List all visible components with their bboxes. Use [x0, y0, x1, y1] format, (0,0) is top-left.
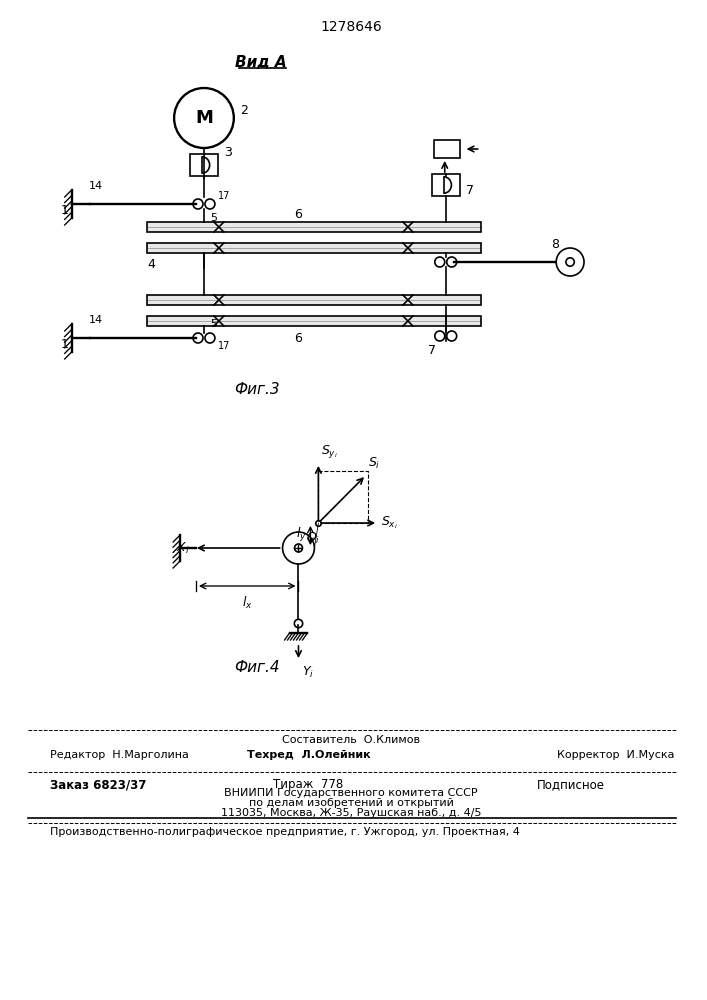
Text: 8: 8 [551, 237, 559, 250]
Text: $Y_i$: $Y_i$ [303, 665, 315, 680]
Text: Заказ 6823/37: Заказ 6823/37 [49, 778, 146, 791]
Text: $S_i$: $S_i$ [368, 456, 380, 471]
Text: 7: 7 [466, 184, 474, 196]
Text: 1: 1 [61, 204, 69, 217]
Text: 14: 14 [88, 315, 103, 325]
Text: $O_i$: $O_i$ [306, 531, 320, 546]
Text: 6: 6 [295, 208, 303, 221]
Text: по делам изобретений и открытий: по делам изобретений и открытий [249, 798, 454, 808]
Circle shape [566, 258, 574, 266]
Text: Фиг.4: Фиг.4 [234, 660, 279, 675]
Text: $X_i$: $X_i$ [175, 540, 189, 556]
Bar [147, 295, 481, 305]
Text: 6: 6 [295, 332, 303, 344]
Text: $S_{y_i}$: $S_{y_i}$ [322, 443, 338, 460]
Text: 2: 2 [240, 104, 247, 116]
Bar [434, 140, 460, 158]
Text: Техред  Л.Олейник: Техред Л.Олейник [247, 750, 370, 760]
Text: 1278646: 1278646 [320, 20, 382, 34]
Text: 3: 3 [224, 146, 232, 159]
Text: $l_y$: $l_y$ [296, 526, 306, 544]
Text: Редактор  Н.Марголина: Редактор Н.Марголина [49, 750, 189, 760]
Text: 5: 5 [210, 213, 217, 223]
Bar [147, 222, 481, 232]
Circle shape [447, 331, 457, 341]
Circle shape [556, 248, 584, 276]
Text: $l_x$: $l_x$ [242, 595, 252, 611]
Bar [190, 154, 218, 176]
Circle shape [205, 333, 215, 343]
Text: 5: 5 [210, 319, 217, 329]
Text: 14: 14 [88, 181, 103, 191]
Text: 7: 7 [428, 344, 436, 357]
Circle shape [447, 257, 457, 267]
Text: 1: 1 [61, 338, 69, 351]
Circle shape [193, 199, 203, 209]
Text: М: М [195, 109, 213, 127]
Text: Подписное: Подписное [537, 778, 605, 791]
Text: $S_{x_i}$: $S_{x_i}$ [381, 515, 398, 531]
Text: 4: 4 [147, 258, 155, 271]
Bar [147, 316, 481, 326]
Circle shape [174, 88, 234, 148]
Text: 113035, Москва, Ж-35, Раушская наб., д. 4/5: 113035, Москва, Ж-35, Раушская наб., д. … [221, 808, 481, 818]
Circle shape [435, 257, 445, 267]
Circle shape [193, 333, 203, 343]
Bar [318, 471, 368, 523]
Text: Тираж  778: Тираж 778 [274, 778, 344, 791]
Circle shape [205, 199, 215, 209]
Bar [147, 243, 481, 253]
Text: Составитель  О.Климов: Составитель О.Климов [282, 735, 420, 745]
Bar [432, 174, 460, 196]
Text: Фиг.3: Фиг.3 [234, 382, 279, 397]
Circle shape [435, 331, 445, 341]
Text: Вид А: Вид А [235, 55, 286, 70]
Text: 17: 17 [218, 341, 230, 351]
Circle shape [295, 544, 303, 552]
Text: 17: 17 [218, 191, 230, 201]
Text: Корректор  И.Муска: Корректор И.Муска [557, 750, 674, 760]
Circle shape [283, 532, 315, 564]
Text: ВНИИПИ Государственного комитета СССР: ВНИИПИ Государственного комитета СССР [224, 788, 478, 798]
Text: Производственно-полиграфическое предприятие, г. Ужгород, ул. Проектная, 4: Производственно-полиграфическое предприя… [49, 827, 520, 837]
